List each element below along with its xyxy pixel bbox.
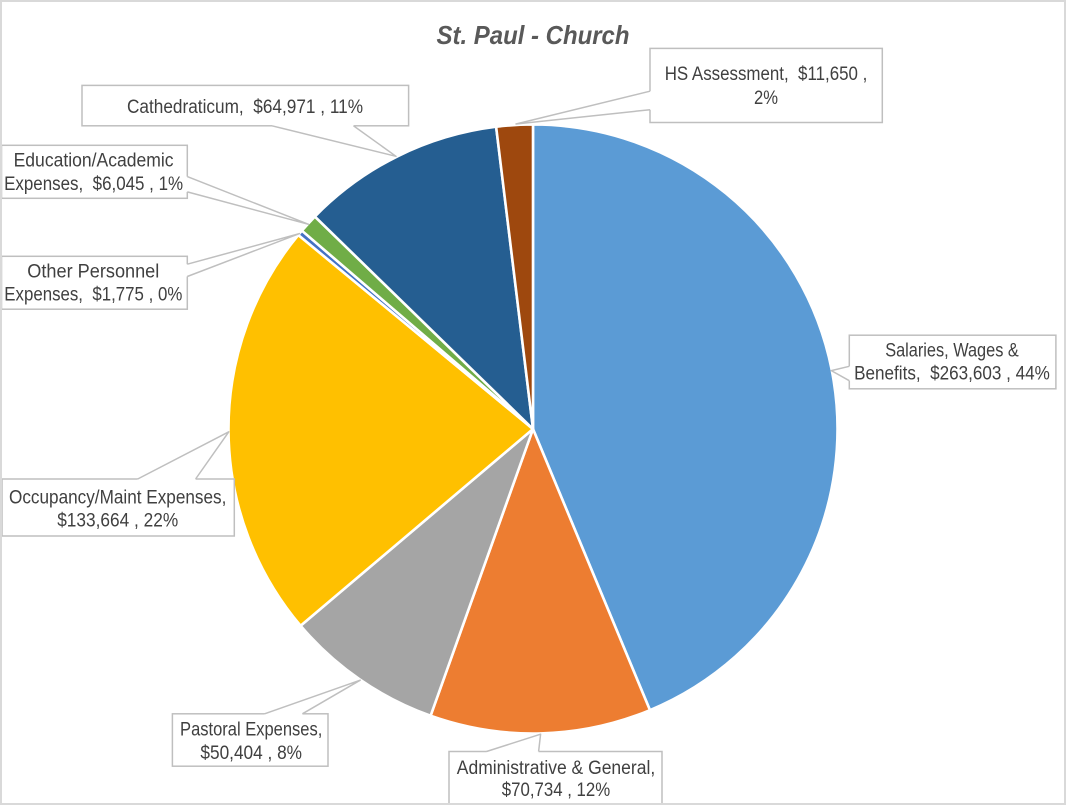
svg-text:Salaries, Wages &: Salaries, Wages &: [885, 341, 1019, 362]
svg-text:Cathedraticum, $64,971 , 11%: Cathedraticum, $64,971 , 11%: [127, 97, 363, 118]
svg-text:Benefits, $263,603 , 44%: Benefits, $263,603 , 44%: [854, 364, 1050, 385]
svg-text:Expenses, $6,045 , 1%: Expenses, $6,045 , 1%: [4, 174, 183, 195]
svg-text:Expenses, $1,775 , 0%: Expenses, $1,775 , 0%: [4, 284, 182, 305]
svg-text:Administrative & General,: Administrative & General,: [457, 758, 655, 779]
svg-text:Occupancy/Maint Expenses,: Occupancy/Maint Expenses,: [9, 488, 226, 509]
svg-text:$50,404 , 8%: $50,404 , 8%: [200, 743, 302, 764]
svg-text:St. Paul - Church: St. Paul - Church: [437, 20, 630, 50]
svg-text:$70,734 , 12%: $70,734 , 12%: [502, 780, 610, 801]
svg-text:Education/Academic: Education/Academic: [14, 150, 174, 171]
svg-text:Other Personnel: Other Personnel: [27, 261, 159, 282]
svg-text:2%: 2%: [754, 88, 778, 109]
svg-text:$133,664 , 22%: $133,664 , 22%: [57, 511, 178, 532]
svg-text:HS Assessment, $11,650 ,: HS Assessment, $11,650 ,: [665, 64, 868, 85]
svg-text:Pastoral Expenses,: Pastoral Expenses,: [180, 720, 322, 741]
